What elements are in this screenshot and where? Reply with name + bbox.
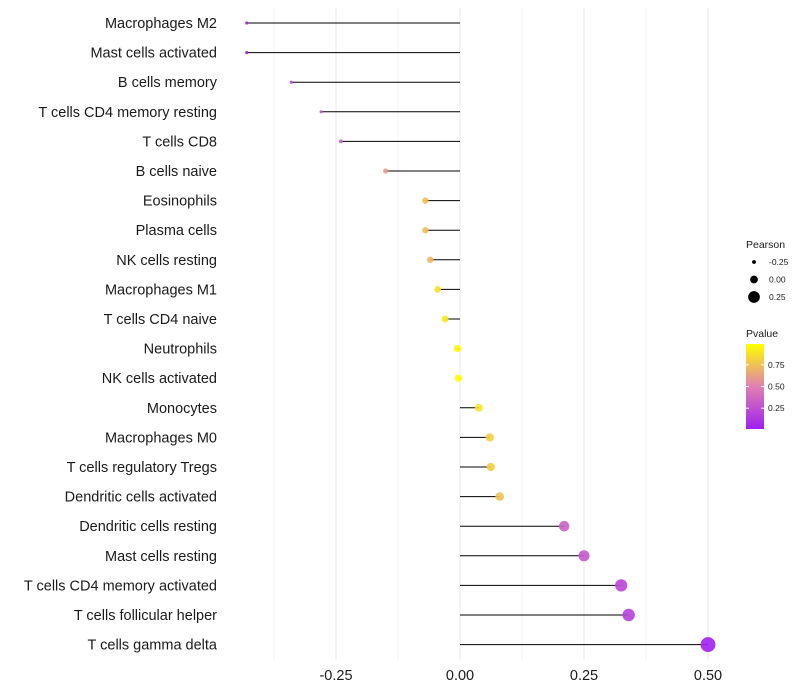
color-legend: Pvalue 0.75 0.50 0.25 — [746, 328, 785, 429]
category-label: Mast cells activated — [90, 46, 217, 62]
point-t-cells-cd8 — [339, 139, 343, 144]
x-tick-label: 0.00 — [446, 668, 474, 684]
point-neutrophils — [453, 344, 462, 353]
size-legend-label: 0.25 — [769, 292, 786, 302]
x-tick-label: -0.25 — [319, 668, 352, 684]
point-b-cells-naive — [383, 168, 389, 174]
category-label: Eosinophils — [143, 194, 217, 210]
category-label: Macrophages M0 — [105, 430, 217, 446]
category-label: T cells CD8 — [142, 134, 217, 150]
size-legend-label: -0.25 — [769, 257, 789, 267]
stems-layer — [246, 22, 708, 646]
color-legend-label: 0.25 — [768, 403, 785, 413]
point-macrophages-m0 — [485, 433, 494, 442]
color-legend-label: 0.75 — [768, 360, 785, 370]
point-t-cells-cd4-naive — [441, 315, 449, 323]
points-layer — [245, 21, 716, 653]
size-legend-dot — [752, 260, 756, 264]
point-nk-cells-resting — [426, 256, 434, 264]
size-legend: Pearson -0.25 0.00 0.25 — [746, 239, 789, 303]
category-label: Neutrophils — [144, 342, 217, 358]
point-dendritic-cells-activated — [495, 492, 504, 501]
category-label: B cells memory — [118, 75, 218, 91]
size-legend-title: Pearson — [746, 239, 785, 251]
point-t-cells-cd4-memory-activated — [615, 579, 628, 592]
category-label: NK cells resting — [116, 253, 217, 269]
point-mast-cells-resting — [578, 550, 590, 562]
category-label: B cells naive — [136, 164, 217, 180]
point-macrophages-m2 — [245, 21, 249, 25]
category-labels: Macrophages M2 Mast cells activated B cell… — [24, 16, 218, 654]
point-plasma-cells — [422, 227, 429, 234]
size-legend-dot — [748, 291, 760, 303]
grid-layer — [273, 8, 709, 660]
color-legend-label: 0.50 — [768, 382, 785, 392]
category-label: Dendritic cells resting — [79, 519, 217, 535]
x-tick-label: 0.50 — [694, 668, 722, 684]
x-tick-label: 0.25 — [570, 668, 598, 684]
point-eosinophils — [422, 197, 429, 204]
point-nk-cells-activated — [454, 374, 463, 382]
point-t-cells-regulatory-tregs — [486, 462, 495, 472]
size-legend-label: 0.00 — [769, 275, 786, 285]
point-monocytes — [474, 403, 483, 412]
category-label: T cells gamma delta — [88, 638, 218, 654]
point-t-cells-cd4-memory-resting — [319, 110, 323, 114]
category-label: Monocytes — [147, 401, 217, 417]
point-dendritic-cells-resting — [558, 520, 570, 532]
category-label: Macrophages M2 — [105, 16, 217, 32]
color-legend-title: Pvalue — [746, 328, 778, 340]
category-label: T cells CD4 naive — [104, 312, 217, 328]
category-label: NK cells activated — [102, 371, 217, 387]
category-label: Plasma cells — [136, 223, 217, 239]
color-legend-bar — [746, 344, 764, 429]
x-axis-ticks: -0.25 0.00 0.25 0.50 — [319, 668, 722, 684]
size-legend-dot — [750, 275, 758, 284]
point-mast-cells-activated — [245, 51, 249, 55]
point-macrophages-m1 — [434, 286, 442, 293]
point-b-cells-memory — [289, 80, 293, 84]
category-label: Dendritic cells activated — [65, 490, 217, 506]
category-label: T cells CD4 memory resting — [38, 105, 217, 121]
point-t-cells-gamma-delta — [700, 637, 716, 653]
point-t-cells-follicular-helper — [622, 608, 635, 622]
category-label: Macrophages M1 — [105, 282, 217, 298]
category-label: Mast cells resting — [105, 549, 217, 565]
category-label: T cells CD4 memory activated — [24, 578, 217, 594]
category-label: T cells follicular helper — [74, 608, 217, 624]
category-label: T cells regulatory Tregs — [67, 460, 217, 476]
